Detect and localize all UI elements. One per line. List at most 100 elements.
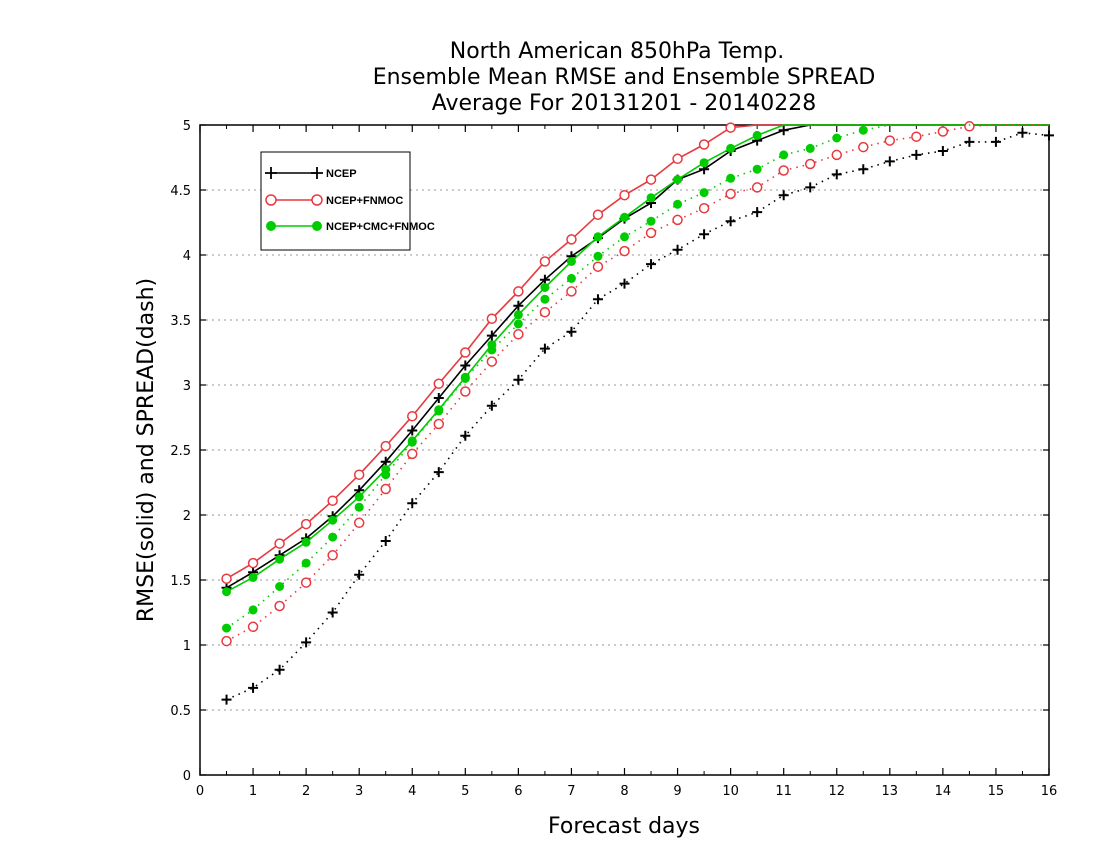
series-ncep-fnmoc-spread bbox=[221, 121, 1049, 647]
y-tick-label: 2.5 bbox=[170, 444, 191, 459]
x-tick-label: 14 bbox=[935, 784, 952, 799]
data-point bbox=[964, 136, 975, 147]
data-point bbox=[380, 536, 391, 546]
data-point bbox=[751, 182, 763, 193]
x-tick-label: 11 bbox=[775, 784, 792, 799]
dot-marker-icon bbox=[266, 221, 276, 231]
data-point bbox=[221, 635, 232, 647]
y-tick-label: 4 bbox=[183, 249, 191, 264]
y-tick-label: 1.5 bbox=[170, 574, 191, 589]
data-point bbox=[540, 283, 550, 292]
data-point bbox=[673, 199, 683, 209]
x-tick-label: 3 bbox=[355, 784, 363, 799]
data-point bbox=[248, 682, 259, 693]
series-ncep-cmc-fnmoc-rmse bbox=[222, 124, 1049, 597]
data-point bbox=[858, 164, 869, 175]
legend-label-ncep-cmc-fnmoc: NCEP+CMC+FNMOC bbox=[326, 221, 435, 233]
data-point bbox=[620, 212, 629, 222]
data-point bbox=[593, 232, 603, 242]
data-point bbox=[619, 189, 630, 201]
data-point bbox=[221, 694, 232, 705]
series-ncep-spread bbox=[221, 127, 1054, 705]
x-tick-label: 5 bbox=[461, 784, 469, 799]
data-point bbox=[433, 418, 445, 430]
circle-marker-icon bbox=[265, 194, 277, 206]
data-point bbox=[699, 188, 709, 198]
data-point bbox=[513, 300, 524, 311]
data-point bbox=[407, 448, 418, 460]
data-point bbox=[274, 538, 285, 549]
data-point bbox=[725, 122, 736, 133]
legend: NCEP NCEP+FNMOC NCEP+CMC+FNMOC bbox=[260, 151, 435, 251]
data-point bbox=[275, 554, 285, 564]
chart-title-line-2: Ensemble Mean RMSE and Ensemble SPREAD bbox=[373, 65, 876, 90]
x-tick-label: 15 bbox=[988, 784, 1005, 799]
data-point bbox=[353, 517, 365, 529]
data-point bbox=[407, 410, 418, 422]
data-point bbox=[831, 149, 842, 161]
legend-label-ncep-fnmoc: NCEP+FNMOC bbox=[326, 195, 403, 207]
data-point bbox=[1044, 130, 1054, 141]
data-point bbox=[486, 330, 497, 341]
y-tick-label: 0.5 bbox=[170, 704, 191, 719]
data-point bbox=[566, 286, 577, 297]
data-point bbox=[672, 214, 683, 226]
data-point bbox=[274, 600, 285, 612]
data-point bbox=[433, 393, 444, 403]
y-tick-label: 5 bbox=[183, 119, 191, 134]
data-point bbox=[540, 294, 550, 304]
data-point bbox=[645, 174, 657, 185]
data-point bbox=[247, 557, 259, 569]
data-point bbox=[645, 227, 657, 239]
data-point bbox=[884, 156, 895, 167]
data-point bbox=[513, 329, 524, 340]
data-point bbox=[937, 126, 949, 137]
x-tick-label: 0 bbox=[196, 784, 204, 799]
data-point bbox=[248, 572, 258, 582]
data-point bbox=[858, 125, 868, 135]
x-tick-label: 6 bbox=[514, 784, 522, 799]
x-tick-label: 13 bbox=[882, 784, 899, 799]
data-point bbox=[990, 136, 1001, 147]
data-point bbox=[698, 202, 710, 214]
y-tick-label: 0 bbox=[183, 769, 191, 784]
data-point bbox=[725, 188, 736, 200]
data-point bbox=[222, 623, 232, 633]
data-point bbox=[328, 515, 338, 525]
legend-box bbox=[260, 151, 411, 251]
data-point bbox=[460, 430, 471, 441]
data-point bbox=[274, 664, 285, 675]
x-axis-label: Forecast days bbox=[548, 814, 700, 839]
data-point bbox=[221, 573, 232, 584]
data-point bbox=[725, 216, 736, 227]
data-point bbox=[619, 278, 630, 289]
data-point bbox=[513, 310, 523, 320]
data-point bbox=[460, 386, 471, 397]
data-point bbox=[752, 207, 763, 218]
data-point bbox=[248, 605, 258, 615]
data-point bbox=[566, 273, 576, 283]
data-point bbox=[433, 378, 445, 389]
series-line bbox=[226, 124, 1049, 593]
data-point bbox=[726, 173, 736, 183]
y-tick-label: 3 bbox=[183, 379, 191, 394]
data-point bbox=[566, 257, 576, 266]
data-point bbox=[699, 158, 709, 168]
data-point bbox=[354, 569, 365, 580]
x-tick-label: 9 bbox=[673, 784, 681, 799]
data-point bbox=[884, 135, 896, 146]
data-point bbox=[486, 400, 497, 411]
data-point bbox=[778, 165, 789, 176]
data-point bbox=[301, 637, 312, 648]
data-point bbox=[381, 470, 391, 480]
data-point bbox=[699, 229, 710, 240]
x-tick-label: 2 bbox=[302, 784, 310, 799]
data-point bbox=[832, 133, 842, 143]
data-point bbox=[486, 356, 498, 367]
y-tick-label: 3.5 bbox=[170, 314, 191, 329]
data-point bbox=[380, 440, 391, 452]
data-point bbox=[328, 532, 338, 542]
legend-label-ncep: NCEP bbox=[326, 168, 357, 180]
data-point bbox=[778, 125, 789, 136]
data-point bbox=[779, 150, 789, 160]
